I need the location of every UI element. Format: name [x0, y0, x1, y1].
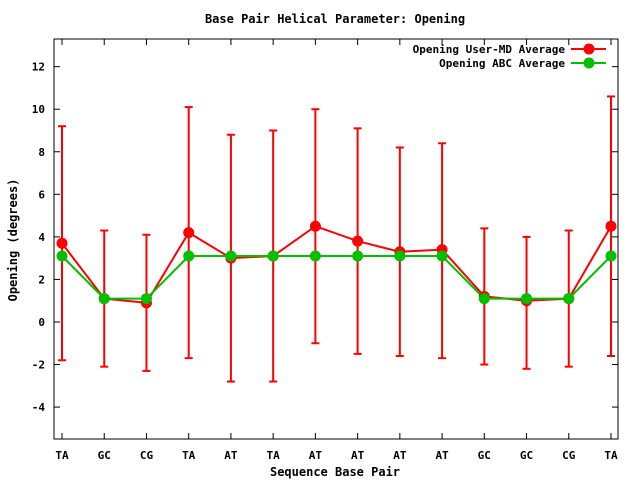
data-point-series-1 [605, 220, 617, 232]
x-tick-label: CG [140, 449, 154, 462]
x-tick-label: AT [393, 449, 407, 462]
data-point-series-2 [563, 293, 575, 305]
data-point-series-2 [352, 250, 364, 262]
y-tick-label: 10 [32, 103, 45, 116]
x-tick-label: CG [562, 449, 576, 462]
data-point-series-2 [309, 250, 321, 262]
y-tick-label: 8 [38, 146, 45, 159]
y-tick-label: 4 [38, 231, 45, 244]
x-tick-label: AT [435, 449, 449, 462]
y-tick-label: -4 [32, 401, 46, 414]
x-tick-label: TA [182, 449, 196, 462]
x-tick-label: TA [604, 449, 618, 462]
axes: -4 -2 0 2 4 6 8 10 12 TA GC CG TA AT TA AT AT AT AT GC GC CG T… [32, 39, 618, 462]
x-axis-label: Sequence Base Pair [270, 465, 400, 479]
data-point-series-2 [478, 293, 490, 305]
y-tick-label: 2 [38, 273, 45, 286]
data-point-series-2 [605, 250, 617, 262]
data-point-series-2 [183, 250, 195, 262]
data-point-series-2 [394, 250, 406, 262]
data-point-series-1 [309, 220, 321, 232]
legend-marker [583, 43, 595, 55]
data-point-series-1 [56, 237, 68, 249]
data-point-series-2 [140, 293, 152, 305]
plot-frame [53, 38, 619, 440]
data-point-series-2 [98, 293, 110, 305]
error-bars [58, 95, 615, 383]
x-tick-label: AT [309, 449, 323, 462]
data-point-series-1 [183, 227, 195, 239]
x-tick-label: TA [55, 449, 69, 462]
y-tick-label: 0 [38, 316, 45, 329]
legend-label: Opening ABC Average [439, 57, 565, 70]
data-point-series-2 [225, 250, 237, 262]
data-point-series-1 [352, 235, 364, 247]
x-tick-label: TA [267, 449, 281, 462]
data-point-series-2 [267, 250, 279, 262]
data-point-series-2 [56, 250, 68, 262]
series-line-2 [61, 255, 612, 300]
chart-title: Base Pair Helical Parameter: Opening [205, 12, 465, 26]
series-lines [61, 225, 612, 304]
y-tick-label: 6 [38, 188, 45, 201]
y-axis-label: Opening (degrees) [6, 179, 20, 302]
x-tick-label: GC [520, 449, 533, 462]
y-tick-label: 12 [32, 61, 45, 74]
data-point-series-2 [436, 250, 448, 262]
data-point-series-2 [521, 293, 533, 305]
legend-marker [583, 57, 595, 69]
x-tick-label: GC [478, 449, 491, 462]
x-tick-label: AT [351, 449, 365, 462]
x-tick-label: GC [98, 449, 111, 462]
series-points [56, 220, 617, 309]
x-tick-label: AT [224, 449, 238, 462]
legend-label: Opening User-MD Average [413, 43, 566, 56]
y-tick-label: -2 [32, 359, 45, 372]
